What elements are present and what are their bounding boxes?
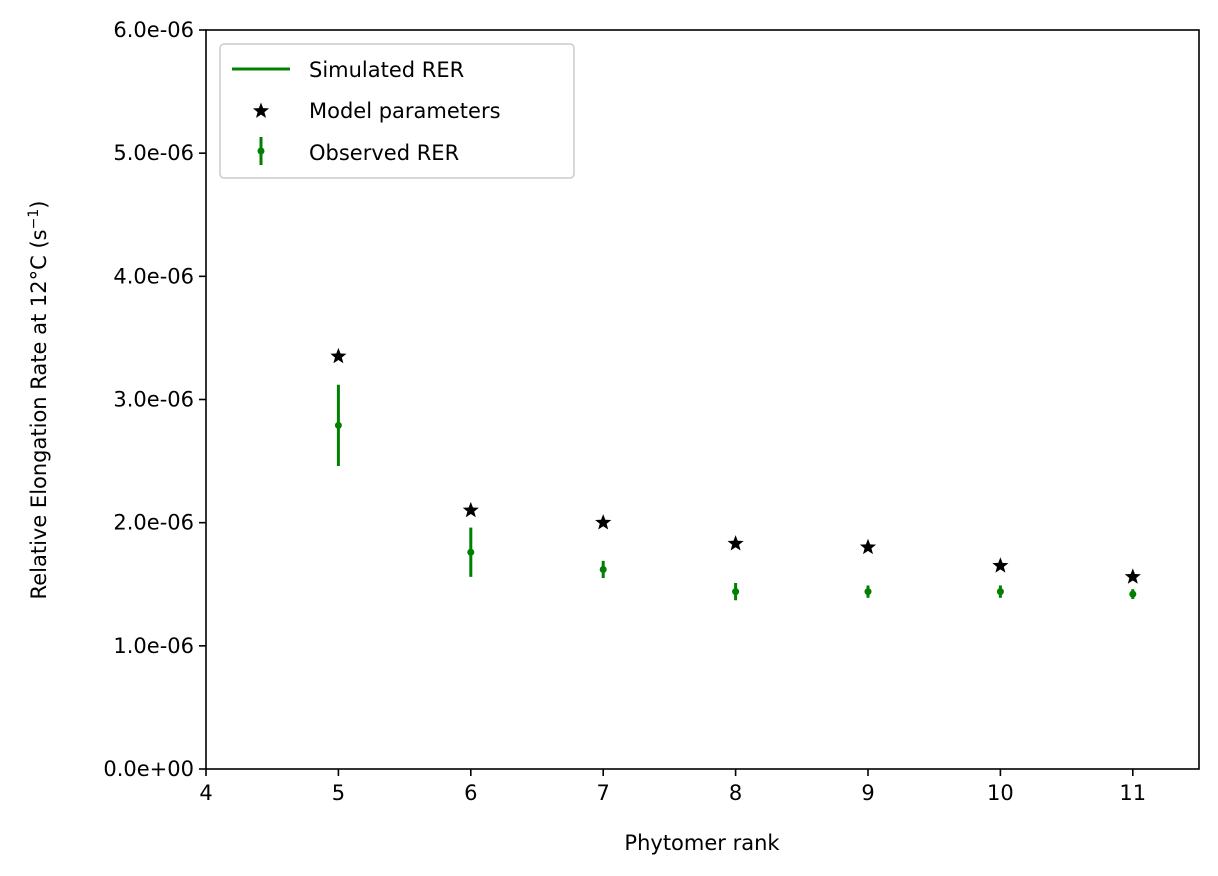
observed-point: [1129, 590, 1137, 598]
x-tick-label: 7: [597, 781, 610, 805]
y-axis-label-close: ): [27, 201, 51, 209]
y-axis-label: Relative Elongation Rate at 12°C (s−1): [26, 201, 51, 600]
legend-box: [219, 43, 575, 179]
x-tick-label: 9: [861, 781, 874, 805]
legend-star-marker: [252, 102, 270, 118]
legend-errorbar-point: [257, 147, 265, 155]
observed-point: [467, 548, 475, 556]
axes-group: 4 5 6 7 8 9 10 11 0.0e+00 1.0e-06 2.0e-06 3.0e-06 4.…: [103, 18, 1146, 805]
legend: Simulated RER Model parameters Observed …: [219, 43, 575, 179]
model-parameter-star: [1124, 568, 1141, 584]
model-parameter-star: [859, 538, 877, 555]
x-tick-label: 6: [464, 781, 477, 805]
plot-frame: [205, 29, 1200, 770]
y-tick-label: 2.0e-06: [113, 511, 194, 535]
model-parameter-star: [992, 557, 1009, 573]
observed-point: [864, 588, 872, 596]
y-tick-label: 3.0e-06: [113, 388, 194, 412]
chart-marks: [330, 347, 1141, 601]
y-axis-label-sup: −1: [26, 209, 42, 230]
legend-label-simulated: Simulated RER: [309, 58, 464, 82]
y-tick-label: 1.0e-06: [113, 634, 194, 658]
observed-point: [732, 588, 740, 596]
observed-point: [996, 588, 1004, 596]
observed-point: [334, 421, 342, 429]
model-parameter-star: [595, 514, 612, 530]
y-axis-label-main: Relative Elongation Rate at 12°C (s: [27, 229, 51, 599]
legend-label-observed: Observed RER: [309, 141, 459, 165]
observed-point: [599, 565, 607, 573]
y-tick-label: 5.0e-06: [113, 141, 194, 165]
model-parameter-star: [462, 501, 479, 518]
x-tick-label: 4: [199, 781, 212, 805]
legend-label-model: Model parameters: [309, 99, 501, 123]
y-tick-label: 4.0e-06: [113, 264, 194, 288]
y-tick-label: 6.0e-06: [113, 18, 194, 42]
x-tick-label: 11: [1119, 781, 1146, 805]
x-tick-label: 8: [729, 781, 742, 805]
x-tick-label: 10: [987, 781, 1014, 805]
x-tick-label: 5: [332, 781, 345, 805]
model-parameter-star: [727, 535, 744, 551]
y-tick-label: 0.0e+00: [103, 757, 194, 781]
model-parameter-star: [330, 347, 347, 364]
x-axis-label: Phytomer rank: [624, 831, 780, 855]
